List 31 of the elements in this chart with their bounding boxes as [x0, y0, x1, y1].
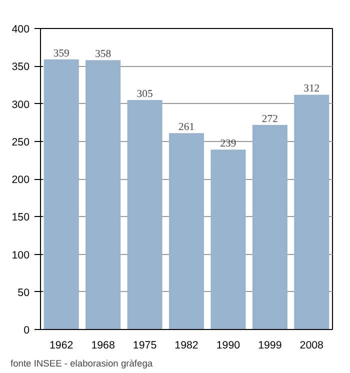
data-label: 261	[178, 122, 194, 134]
y-tick-label: 200	[12, 174, 30, 186]
data-label: 312	[304, 84, 320, 95]
x-tick-label: 1990	[216, 340, 240, 352]
data-label: 358	[95, 49, 112, 60]
data-label: 305	[136, 88, 153, 100]
y-tick-label: 300	[12, 98, 30, 111]
bar	[252, 124, 288, 330]
bar	[127, 100, 162, 330]
data-label: 239	[220, 138, 236, 150]
y-tick-label: 0	[24, 324, 30, 336]
x-tick-label: 1982	[174, 340, 198, 352]
bar	[210, 150, 246, 330]
bar	[294, 94, 330, 330]
bar	[44, 59, 79, 330]
y-tick-label: 400	[12, 24, 30, 36]
y-tick-label: 350	[12, 61, 30, 74]
y-tick-label: 50	[18, 286, 30, 299]
y-tick-label: 100	[12, 249, 30, 262]
y-tick-label: 250	[12, 136, 30, 148]
data-label: 272	[262, 114, 278, 125]
bar	[86, 60, 121, 330]
x-tick-label: 1968	[91, 340, 115, 352]
source-note: fonte INSEE - elaborasion gràfega	[10, 358, 154, 368]
y-tick-label: 150	[12, 212, 30, 224]
data-label: 359	[53, 48, 70, 60]
bar	[168, 133, 204, 330]
x-tick-label: 1999	[258, 340, 282, 352]
x-tick-label: 2008	[300, 340, 324, 352]
x-tick-label: 1962	[50, 340, 74, 352]
x-tick-label: 1975	[132, 340, 157, 352]
